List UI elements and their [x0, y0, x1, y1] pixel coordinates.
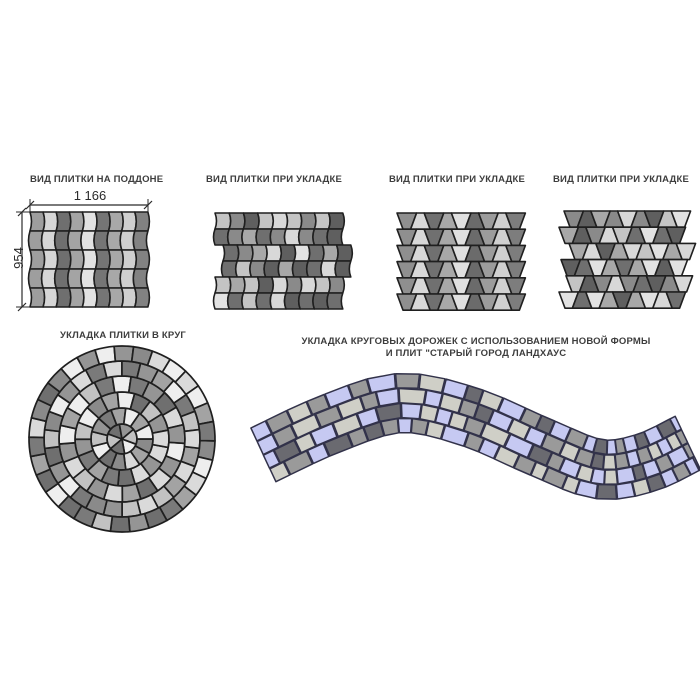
dimension-lines — [16, 199, 153, 312]
pallet-grid-drawing — [27, 211, 151, 308]
curved-path-drawing — [250, 372, 700, 500]
curved-path-title-line2: И ПЛИТ "СТАРЫЙ ГОРОД ЛАНДХАУС — [385, 348, 567, 359]
laying-view-title-2: ВИД ПЛИТКИ ПРИ УКЛАДКЕ — [388, 174, 525, 185]
pallet-view-title: ВИД ПЛИТКИ НА ПОДДОНЕ — [30, 174, 164, 185]
laying-pattern-2-drawing — [396, 212, 527, 312]
height-dimension-label: 954 — [11, 247, 26, 269]
curved-path-title-line1: УКЛАДКА КРУГОВЫХ ДОРОЖЕК С ИСПОЛЬЗОВАНИЕ… — [301, 336, 651, 347]
laying-pattern-1-drawing — [212, 212, 354, 310]
circle-layout-title: УКЛАДКА ПЛИТКИ В КРУГ — [59, 330, 187, 341]
laying-view-title-3: ВИД ПЛИТКИ ПРИ УКЛАДКЕ — [552, 174, 689, 185]
laying-pattern-3-drawing — [558, 210, 697, 310]
circle-layout-drawing — [28, 345, 216, 533]
curved-path-title: УКЛАДКА КРУГОВЫХ ДОРОЖЕК С ИСПОЛЬЗОВАНИЕ… — [276, 336, 676, 360]
laying-view-title-1: ВИД ПЛИТКИ ПРИ УКЛАДКЕ — [205, 174, 342, 185]
width-dimension-label: 1 166 — [73, 188, 107, 203]
